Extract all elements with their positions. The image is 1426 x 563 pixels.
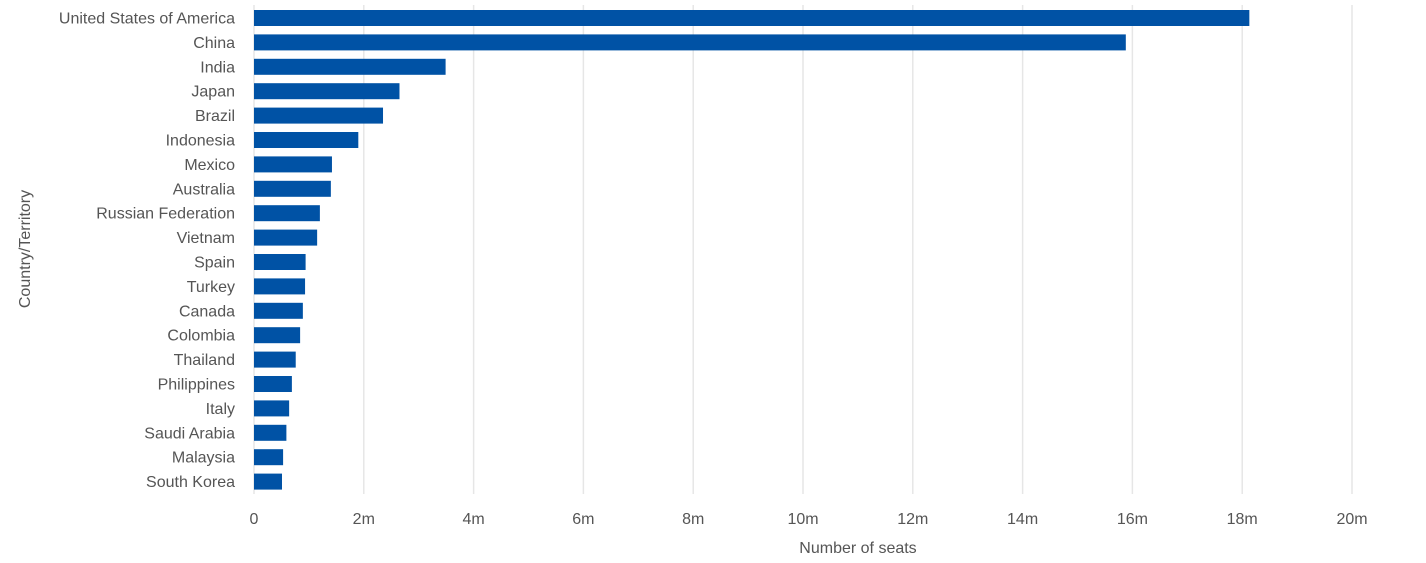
bar[interactable]: [254, 229, 318, 246]
bars: [254, 10, 1250, 490]
x-tick-label: 4m: [462, 511, 484, 528]
category-label: Saudi Arabia: [144, 425, 235, 442]
category-label: Brazil: [195, 108, 235, 125]
x-tick-label: 16m: [1117, 511, 1148, 528]
x-tick-label: 12m: [897, 511, 928, 528]
gridlines: [253, 5, 1353, 494]
y-axis-title: Country/Territory: [17, 190, 34, 308]
bar[interactable]: [254, 156, 332, 173]
bar[interactable]: [254, 10, 1250, 26]
bar[interactable]: [254, 376, 292, 392]
category-label: India: [200, 59, 235, 76]
bar[interactable]: [254, 132, 359, 148]
bar[interactable]: [254, 351, 296, 368]
category-label: United States of America: [59, 11, 235, 28]
x-axis-title: Number of seats: [799, 540, 916, 557]
category-label: Malaysia: [172, 450, 235, 467]
bar[interactable]: [254, 278, 306, 295]
x-tick-label: 14m: [1007, 511, 1038, 528]
x-tick-label: 10m: [787, 511, 818, 528]
category-label: Canada: [179, 303, 235, 320]
bar[interactable]: [254, 400, 290, 417]
category-label: Italy: [206, 401, 235, 418]
category-label: Colombia: [167, 328, 235, 345]
bar[interactable]: [254, 473, 282, 490]
category-label: Spain: [194, 255, 235, 272]
category-label: Indonesia: [166, 133, 235, 150]
bar[interactable]: [254, 424, 287, 441]
category-label: Russian Federation: [96, 206, 235, 223]
bar[interactable]: [254, 83, 400, 100]
category-label: China: [193, 35, 235, 52]
x-tick-label: 0: [250, 511, 259, 528]
bar[interactable]: [254, 327, 301, 344]
x-tick-label: 8m: [682, 511, 704, 528]
x-tick-label: 18m: [1227, 511, 1258, 528]
bar[interactable]: [254, 205, 320, 222]
x-tick-label: 2m: [353, 511, 375, 528]
bar[interactable]: [254, 58, 446, 75]
category-label: Japan: [191, 84, 235, 101]
category-label: Vietnam: [177, 230, 235, 247]
bar[interactable]: [254, 107, 384, 124]
category-label: Turkey: [187, 279, 235, 296]
bar[interactable]: [254, 34, 1126, 51]
category-label: Australia: [173, 181, 235, 198]
bar[interactable]: [254, 180, 331, 197]
bar[interactable]: [254, 449, 284, 466]
category-label: South Korea: [146, 474, 235, 491]
bar[interactable]: [254, 302, 303, 319]
x-tick-label: 6m: [572, 511, 594, 528]
category-label: Philippines: [158, 377, 235, 394]
x-tick-labels: 0 2m 4m 6m 8m 10m 12m 14m 16m 18m 20m: [250, 511, 1368, 528]
x-tick-label: 20m: [1336, 511, 1367, 528]
category-label: Mexico: [184, 157, 235, 174]
category-label: Thailand: [174, 352, 235, 369]
bar[interactable]: [254, 254, 306, 270]
category-labels: United States of America China India Japan B…: [59, 11, 235, 492]
